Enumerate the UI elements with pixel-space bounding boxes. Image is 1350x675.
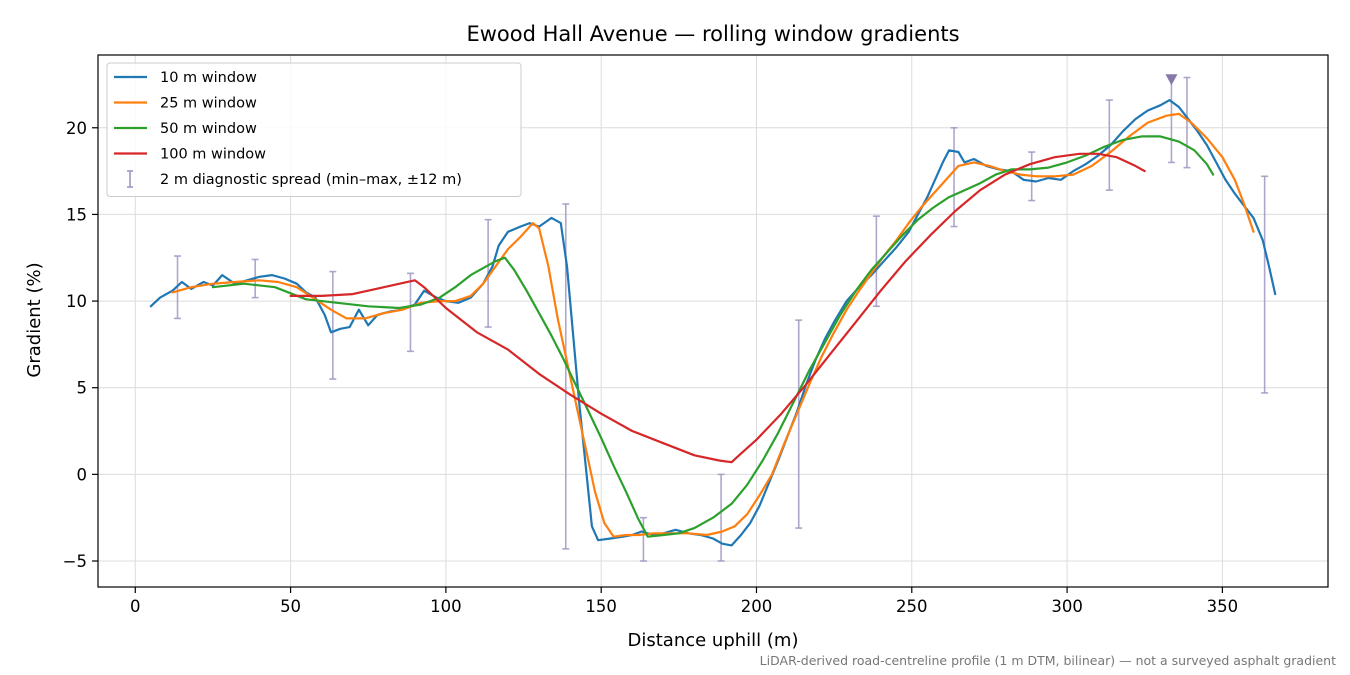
error-bar bbox=[1168, 76, 1175, 163]
peak-marker bbox=[1165, 74, 1177, 85]
y-tick-label: 15 bbox=[66, 205, 87, 224]
peak-markers bbox=[1165, 74, 1177, 85]
y-tick-label: 20 bbox=[66, 119, 87, 138]
chart-title: Ewood Hall Avenue — rolling window gradi… bbox=[466, 22, 959, 46]
y-tick-label: 0 bbox=[77, 465, 88, 484]
x-tick-label: 150 bbox=[585, 597, 617, 616]
footnote: LiDAR-derived road-centreline profile (1… bbox=[760, 653, 1336, 668]
error-bar bbox=[718, 474, 725, 561]
x-axis-label: Distance uphill (m) bbox=[628, 630, 799, 651]
legend-label: 25 m window bbox=[160, 96, 257, 112]
x-tick-label: 300 bbox=[1051, 597, 1083, 616]
legend-label: 50 m window bbox=[160, 121, 257, 137]
y-tick-label: −5 bbox=[63, 552, 87, 571]
legend-label: 100 m window bbox=[160, 147, 266, 163]
y-tick-label: 5 bbox=[77, 379, 88, 398]
series-line bbox=[291, 154, 1145, 462]
error-bar bbox=[1261, 176, 1268, 393]
x-tick-label: 100 bbox=[430, 597, 462, 616]
x-tick-label: 200 bbox=[741, 597, 773, 616]
x-tick-label: 250 bbox=[896, 597, 928, 616]
legend-label: 10 m window bbox=[160, 70, 257, 86]
x-tick-label: 350 bbox=[1207, 597, 1239, 616]
error-bar bbox=[795, 320, 802, 528]
error-bar bbox=[329, 272, 336, 379]
x-tick-label: 50 bbox=[280, 597, 301, 616]
legend-label: 2 m diagnostic spread (min–max, ±12 m) bbox=[160, 172, 462, 188]
x-tick-label: 0 bbox=[130, 597, 141, 616]
legend: 10 m window 25 m window 50 m window 100 m w… bbox=[107, 63, 521, 197]
y-axis-ticks: −5 0 5 10 15 20 bbox=[63, 119, 98, 571]
y-axis-label: Gradient (%) bbox=[24, 262, 45, 377]
y-tick-label: 10 bbox=[66, 292, 87, 311]
error-bar bbox=[407, 273, 414, 351]
x-axis-ticks: 0 50 100 150 200 250 300 350 bbox=[130, 587, 1238, 616]
